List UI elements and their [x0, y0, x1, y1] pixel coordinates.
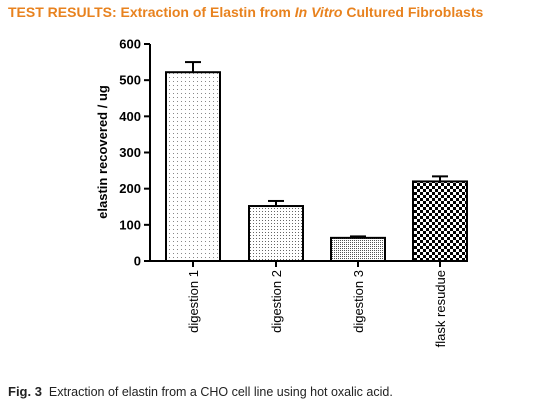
bars [165, 61, 468, 263]
y-axis: 0 100 200 300 400 500 600 [119, 37, 151, 269]
y-tick-label: 500 [119, 73, 141, 88]
x-tick-label: digestion 3 [351, 270, 366, 333]
y-tick-label: 0 [134, 254, 141, 269]
y-axis-label: elastin recovered / ug [95, 85, 110, 219]
y-tick-label: 400 [119, 109, 141, 124]
caption-label: Fig. 3 [8, 384, 42, 399]
title-italic: In Vitro [294, 4, 343, 20]
bar [248, 205, 304, 263]
x-tick-label: digestion 1 [186, 270, 201, 333]
bar [330, 236, 386, 262]
caption-text: Extraction of elastin from a CHO cell li… [48, 385, 393, 399]
title-part-2: Cultured Fibroblasts [342, 4, 484, 20]
bar [165, 71, 221, 262]
figure-caption: Fig. 3 Extraction of elastin from a CHO … [8, 384, 393, 399]
title-part-1: TEST RESULTS: Extraction of Elastin from [8, 4, 295, 20]
x-tick-label: flask resudue [433, 270, 448, 347]
bar [412, 180, 468, 262]
y-tick-label: 200 [119, 181, 141, 196]
y-tick-label: 100 [119, 217, 141, 232]
chart-title: TEST RESULTS: Extraction of Elastin from… [8, 4, 483, 20]
y-tick-label: 300 [119, 145, 141, 160]
x-tick-label: digestion 2 [269, 270, 284, 333]
x-axis: digestion 1 digestion 2 digestion 3 flask r… [149, 260, 465, 347]
y-tick-label: 600 [119, 37, 141, 52]
